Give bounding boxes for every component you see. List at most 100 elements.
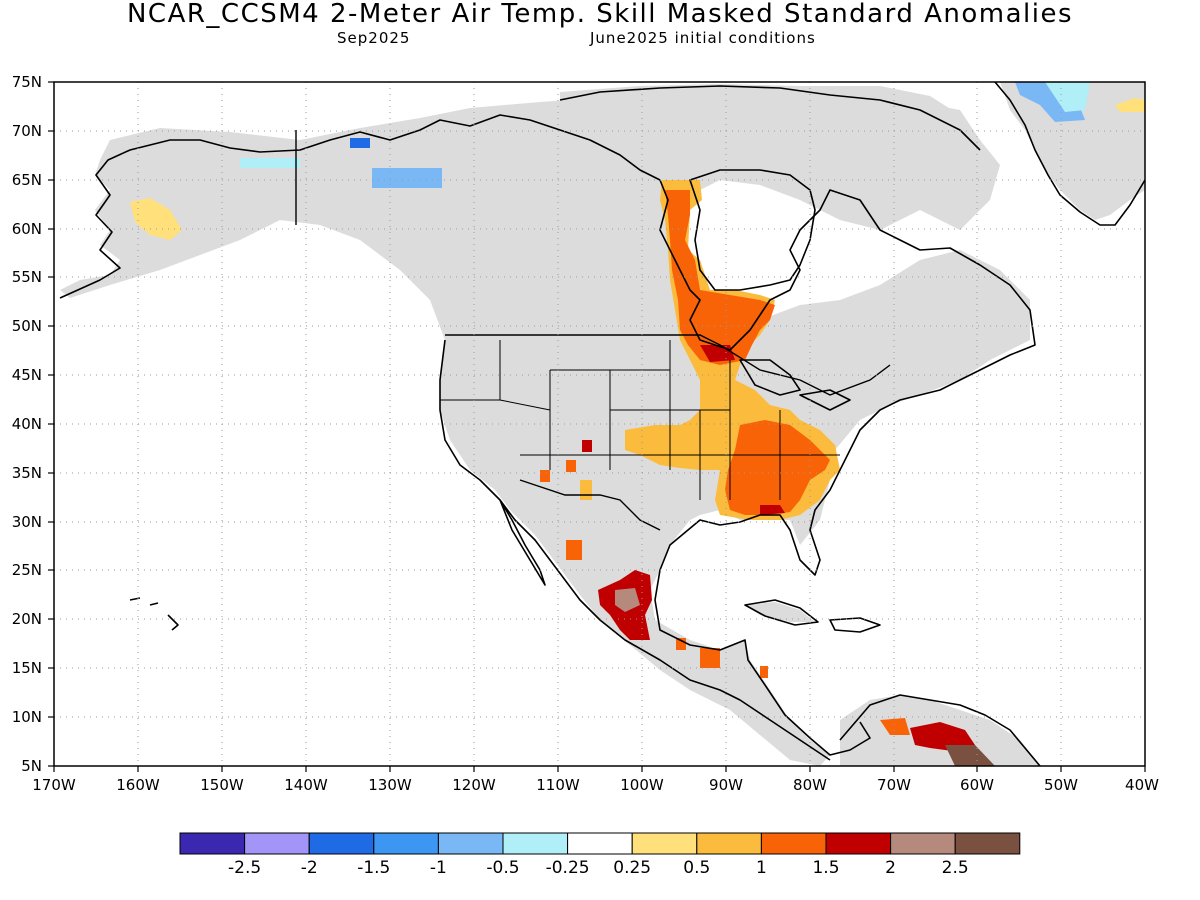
lat-label: 65N: [12, 171, 42, 189]
colorbar-label: 2.5: [942, 858, 969, 878]
lon-label: 50W: [1044, 776, 1078, 794]
anomaly-greenland-yellow: [1115, 98, 1145, 112]
lat-label: 5N: [21, 757, 42, 775]
lon-label: 60W: [960, 776, 994, 794]
anomaly-caribbean-spot: [760, 666, 768, 678]
border-us-states: [440, 340, 840, 500]
colorbar-swatch: [890, 832, 956, 855]
lat-label: 35N: [12, 464, 42, 482]
colorbar-swatch: [373, 832, 439, 855]
lon-label: 170W: [32, 776, 76, 794]
coastline-great-lakes: [739, 359, 851, 411]
colorbar: -2.5 -2 -1.5 -1 -0.5 -0.25 0.25 0.5 1 1.5 2 2.5: [179, 832, 1021, 878]
map-title: NCAR_CCSM4 2-Meter Air Temp. Skill Maske…: [126, 0, 1074, 29]
anomaly-orange-north: [665, 190, 775, 365]
axis-tick-marks: [48, 81, 1146, 772]
colorbar-swatch: [437, 832, 504, 855]
anomaly-sa-red: [910, 722, 975, 752]
colorbar-label: -2.5: [228, 858, 261, 878]
initial-conditions: June2025 initial conditions: [590, 29, 816, 47]
colorbar-label: 1.5: [812, 858, 839, 878]
region-alaska-canada-grey: [60, 92, 1030, 766]
coastlines: [59, 82, 1145, 766]
lon-label: 120W: [452, 776, 496, 794]
colorbar-swatch: [825, 832, 892, 855]
colorbar-label: -1.5: [357, 858, 390, 878]
lat-label: 55N: [12, 268, 42, 286]
anomaly-sw-spot-1: [582, 440, 592, 452]
anomaly-yukon-blue: [372, 168, 442, 188]
colorbar-swatch: [631, 832, 698, 855]
colorbar-label: -0.25: [546, 858, 590, 878]
coastline-arctic-islands: [559, 85, 981, 151]
lon-labels: 170W 160W 150W 140W 130W 120W 110W 100W …: [32, 776, 1159, 794]
colorbar-label: -2: [301, 858, 318, 878]
colorbar-swatch: [244, 832, 310, 855]
graticule: [54, 82, 1145, 766]
anomaly-alaska-lightblue: [240, 158, 300, 168]
anomaly-arctic-blue: [350, 138, 370, 148]
anomaly-sw-spot-3: [540, 470, 550, 482]
anomaly-yucatan-spot: [700, 648, 720, 668]
lat-label: 30N: [12, 513, 42, 531]
colorbar-swatch: [308, 832, 375, 855]
region-greenland-grey: [1000, 82, 1145, 220]
colorbar-label: -1: [430, 858, 447, 878]
lon-label: 80W: [793, 776, 827, 794]
lon-label: 130W: [368, 776, 412, 794]
lat-label: 70N: [12, 122, 42, 140]
coastline-greenland: [994, 82, 1145, 226]
colorbar-label: 2: [885, 858, 896, 878]
colorbar-swatch: [696, 832, 762, 855]
lat-label: 10N: [12, 708, 42, 726]
lon-label: 90W: [709, 776, 743, 794]
colorbar-swatch: [179, 832, 246, 855]
lat-label: 75N: [12, 73, 42, 91]
lat-label: 20N: [12, 610, 42, 628]
anomaly-sw-spot-4: [580, 480, 592, 500]
colorbar-label: 1: [756, 858, 767, 878]
lat-label: 40N: [12, 415, 42, 433]
lat-label: 50N: [12, 317, 42, 335]
anomaly-baja-spot: [566, 540, 582, 560]
coastline-baja: [499, 499, 546, 586]
region-arctic-islands-grey: [560, 84, 960, 130]
coastline-north-america: [59, 114, 1036, 756]
coastline-cuba: [744, 599, 819, 626]
anomaly-sa-orange: [880, 718, 910, 735]
coastline-hispaniola: [829, 617, 881, 633]
colorbar-swatch: [954, 832, 1021, 855]
coastline-pacific-mexico: [439, 339, 831, 761]
lat-label: 60N: [12, 220, 42, 238]
anomaly-sw-spot-5: [640, 430, 660, 450]
lat-label: 45N: [12, 366, 42, 384]
lat-label: 15N: [12, 659, 42, 677]
map-plot-area: [54, 82, 1145, 766]
lon-label: 100W: [620, 776, 664, 794]
colorbar-label: -0.5: [486, 858, 519, 878]
lon-label: 160W: [116, 776, 160, 794]
anomaly-sa-brown: [945, 745, 995, 766]
coastline-south-america: [839, 694, 1041, 766]
colorbar-label: 0.5: [683, 858, 710, 878]
lon-label: 70W: [877, 776, 911, 794]
anomaly-mexico-brown: [615, 588, 640, 612]
coastline-hudson-bay: [689, 169, 816, 291]
colorbar-label: 0.25: [613, 858, 651, 878]
target-month: Sep2025: [337, 29, 411, 47]
lon-label: 40W: [1125, 776, 1159, 794]
region-cuba-grey: [745, 602, 815, 622]
lat-labels: 75N 70N 65N 60N 55N 50N 45N 40N 35N 30N …: [12, 73, 42, 775]
lon-label: 150W: [200, 776, 244, 794]
lon-label: 140W: [284, 776, 328, 794]
colorbar-swatch: [760, 832, 827, 855]
anomaly-gulf-spot: [676, 638, 686, 650]
anomaly-sw-spot-2: [566, 460, 576, 472]
anomaly-red-gulf: [760, 505, 785, 515]
lon-label: 110W: [536, 776, 580, 794]
anomaly-greenland-cyan: [1045, 82, 1090, 112]
colorbar-swatch: [567, 832, 633, 855]
colorbar-swatch: [502, 832, 569, 855]
anomaly-orange-southeast: [725, 420, 830, 515]
